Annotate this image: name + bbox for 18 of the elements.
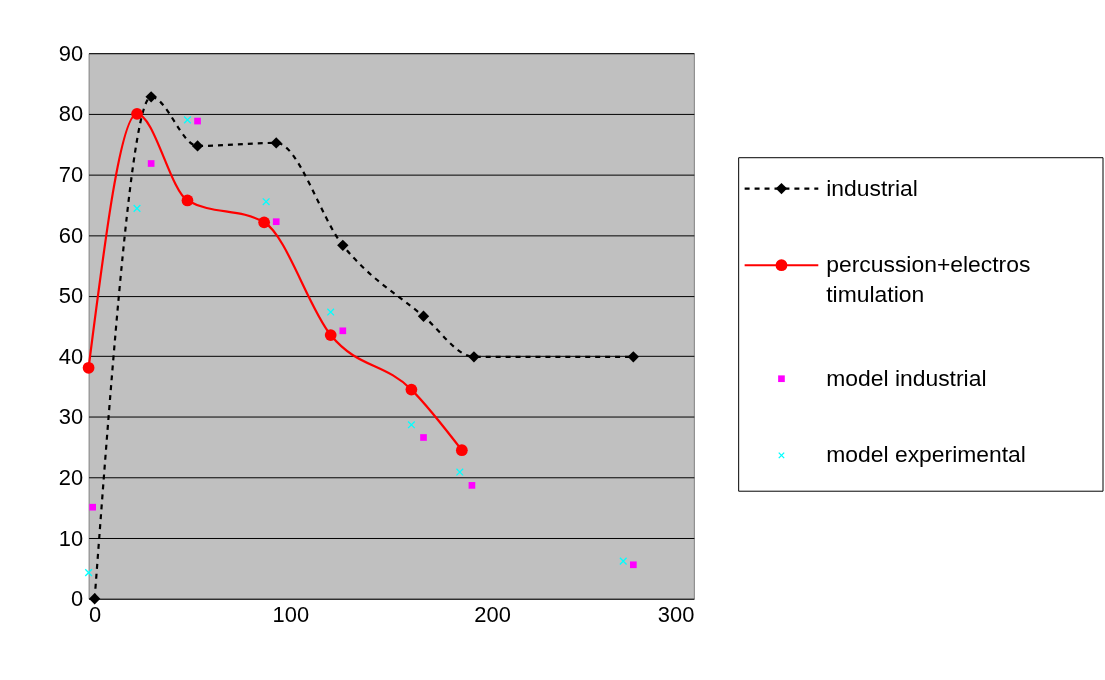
y-tick-label: 20 [58,464,84,490]
legend-label: model experimental [826,441,1026,468]
y-tick-label: 90 [58,40,84,66]
y-tick-label: 10 [58,525,84,551]
y-tick-label: 80 [58,101,84,127]
legend-label: industrial [826,174,918,201]
x-tick-label: 200 [474,602,511,628]
y-tick-label: 70 [58,161,84,187]
y-tick-label: 0 [70,586,84,612]
x-tick-label: 100 [272,602,310,628]
y-tick-label: 40 [58,343,84,369]
legend-label: model industrial [826,364,987,391]
y-tick-label: 50 [58,283,84,309]
x-tick-label: 0 [89,602,102,628]
y-tick-label: 30 [58,404,84,430]
legend-label: percussion+electrostimulation [826,251,1031,308]
y-tick-label: 60 [58,222,84,248]
x-tick-label: 300 [657,602,695,628]
